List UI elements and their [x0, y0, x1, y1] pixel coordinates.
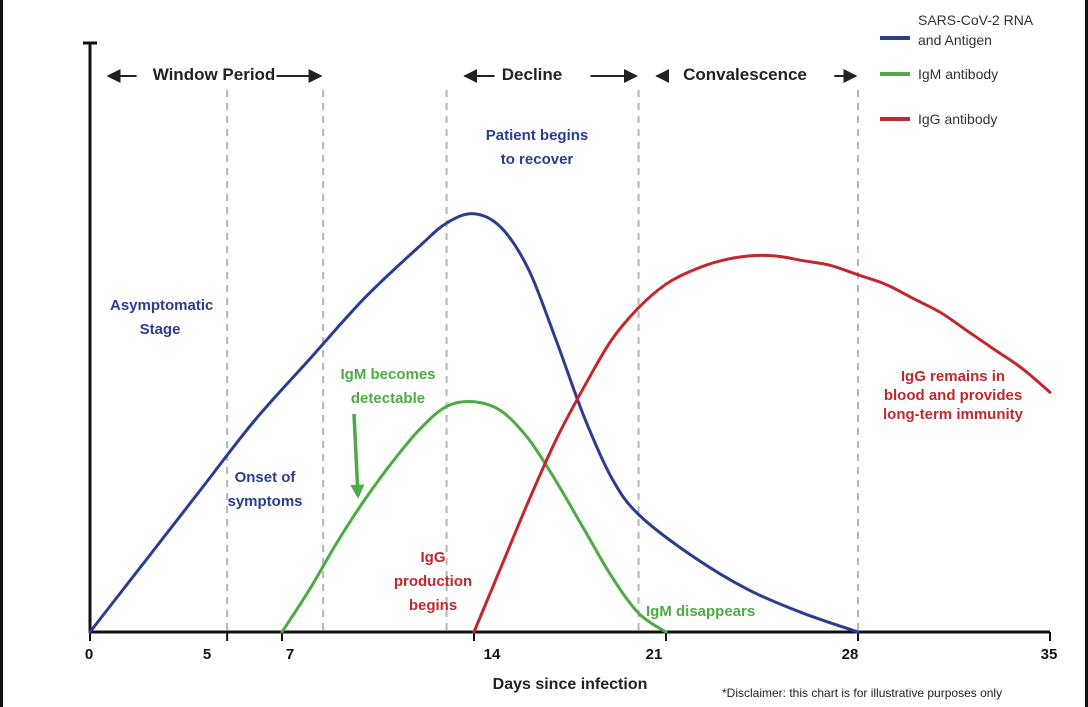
- igm-pointer-arrow: [350, 413, 365, 499]
- legend-label-rna: SARS-CoV-2 RNA and Antigen: [918, 10, 1033, 50]
- annotation-igg-remains: IgG remains in blood and provides long-t…: [868, 367, 1038, 424]
- x-tick-label: 7: [285, 646, 295, 663]
- legend-swatch-igm: [880, 72, 910, 76]
- legend-swatch-igg: [880, 117, 910, 121]
- x-axis-label: Days since infection: [492, 676, 648, 693]
- annotation-onset-of-symptoms: Onset of symptoms: [215, 466, 315, 514]
- legend-label-igg: IgG antibody: [918, 111, 998, 127]
- annotation-line: IgG: [420, 549, 446, 566]
- x-tick-label: 35: [1040, 646, 1058, 663]
- period-decline-label: Decline: [501, 65, 563, 84]
- annotation-asymptomatic-stage: Asymptomatic Stage: [110, 294, 214, 342]
- annotation-line: IgG remains in: [900, 368, 1006, 385]
- legend-label-line: SARS-CoV-2 RNA: [918, 12, 1034, 28]
- x-tick-label: 28: [841, 646, 859, 663]
- legend-swatch-rna: [880, 36, 910, 40]
- annotation-line: symptoms: [227, 493, 303, 510]
- annotation-line: IgM becomes: [340, 366, 436, 383]
- legend-label-line: and Antigen: [918, 32, 992, 48]
- series-line-igm: [280, 399, 668, 634]
- period-window-label: Window Period: [152, 65, 276, 84]
- annotation-igm-detectable: IgM becomes detectable: [328, 363, 448, 411]
- annotation-igm-disappears: IgM disappears: [646, 603, 756, 620]
- annotation-line: Onset of: [234, 469, 296, 486]
- window-edge-right: [1085, 0, 1088, 707]
- annotation-line: production: [393, 573, 473, 590]
- annotation-line: Asymptomatic: [110, 297, 214, 314]
- x-tick-label: 0: [84, 646, 94, 663]
- series-line-igg: [472, 253, 1052, 634]
- x-tick-label: 21: [645, 646, 663, 663]
- period-convalescence-label: Convalescence: [683, 65, 807, 84]
- x-tick-label: 5: [202, 646, 212, 663]
- x-tick-label: 14: [483, 646, 501, 663]
- annotation-line: long-term immunity: [882, 406, 1023, 423]
- disclaimer-note: *Disclaimer: this chart is for illustrat…: [722, 686, 1003, 700]
- annotation-line: blood and provides: [883, 387, 1023, 404]
- annotation-line: begins: [408, 597, 458, 614]
- annotation-line: Patient begins: [485, 127, 589, 144]
- legend-label-igm: IgM antibody: [918, 66, 999, 82]
- window-edge-left: [0, 0, 3, 707]
- annotation-line: to recover: [500, 151, 574, 168]
- annotation-line: Stage: [139, 321, 181, 338]
- annotation-line: detectable: [350, 390, 426, 407]
- annotation-igg-production: IgG production begins: [388, 546, 478, 618]
- annotation-patient-recover: Patient begins to recover: [472, 124, 602, 172]
- series-line-rna-antigen: [88, 212, 860, 634]
